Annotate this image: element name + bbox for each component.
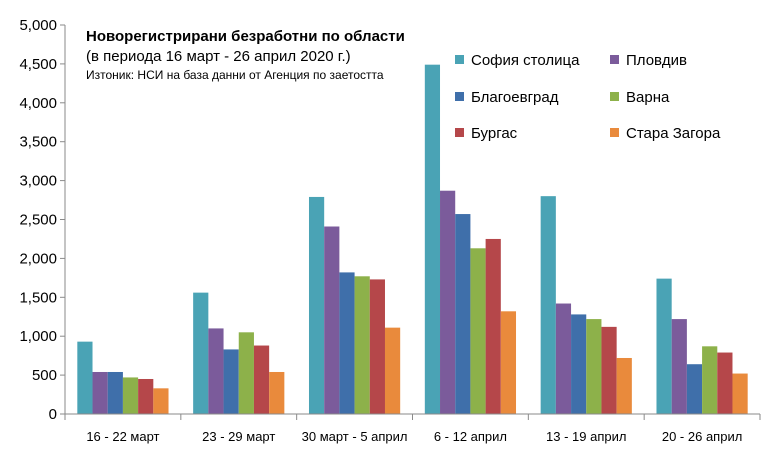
legend-swatch [610,92,619,101]
bar [555,303,572,414]
bar [671,319,687,414]
x-tick-label: 16 - 22 март [86,429,159,444]
bar [324,226,340,414]
legend-label: Благоевград [471,89,559,106]
y-tick-label: 0 [49,406,57,423]
bar [92,371,108,414]
chart-subtitle: (в периода 16 март - 26 април 2020 г.) [86,48,351,65]
bar [238,332,254,414]
legend-label: Стара Загора [626,125,721,142]
y-tick-label: 1,000 [19,328,57,345]
bar [308,196,325,414]
y-tick-label: 5,000 [19,17,57,34]
bar [354,276,370,414]
x-tick-label: 20 - 26 април [662,429,742,444]
bar [424,64,441,414]
bar [455,214,471,414]
bar [717,352,733,414]
bar [732,373,748,414]
bar [686,364,703,414]
bar [616,357,632,414]
bar [153,388,169,414]
legend-swatch [455,128,464,137]
y-tick-label: 500 [32,367,57,384]
bar [440,190,456,414]
legend: София столица Пловдив Благоевград Варна Бург… [455,52,721,142]
bar [107,371,123,414]
chart-title: Новорегистрирани безработни по области [86,28,405,45]
legend-swatch [455,92,464,101]
bar [193,292,209,414]
x-tick-label: 23 - 29 март [202,429,275,444]
bar [77,341,93,414]
bar [339,272,355,414]
bar [540,196,556,414]
y-tick-label: 3,000 [19,173,57,190]
bar [223,349,239,414]
bar [269,371,285,414]
bar [586,319,602,414]
bar [122,377,139,414]
legend-label: Пловдив [626,52,687,69]
legend-label: София столица [471,52,580,69]
bar [571,314,587,414]
bar [384,327,401,414]
y-tick-label: 1,500 [19,289,57,306]
bar [656,278,672,414]
bar [500,311,517,414]
bar [138,378,154,414]
x-tick-label: 6 - 12 април [434,429,507,444]
x-tick-label: 13 - 19 април [546,429,626,444]
x-tick-label: 30 март - 5 април [302,429,408,444]
bar [253,345,270,414]
legend-label: Бургас [471,125,518,142]
y-tick-label: 4,500 [19,56,57,73]
y-tick-label: 3,500 [19,134,57,151]
bar [702,346,718,414]
bar [470,248,486,414]
chart-source: Изтоник: НСИ на база данни от Агенция по… [86,68,384,82]
legend-label: Варна [626,89,670,106]
bar [485,238,501,414]
legend-swatch [610,55,619,64]
y-tick-label: 2,000 [19,250,57,267]
bar [208,328,224,414]
bar [369,279,385,414]
bar [601,326,617,414]
legend-swatch [455,55,464,64]
y-tick-label: 2,500 [19,212,57,229]
legend-swatch [610,128,619,137]
y-tick-label: 4,000 [19,95,57,112]
